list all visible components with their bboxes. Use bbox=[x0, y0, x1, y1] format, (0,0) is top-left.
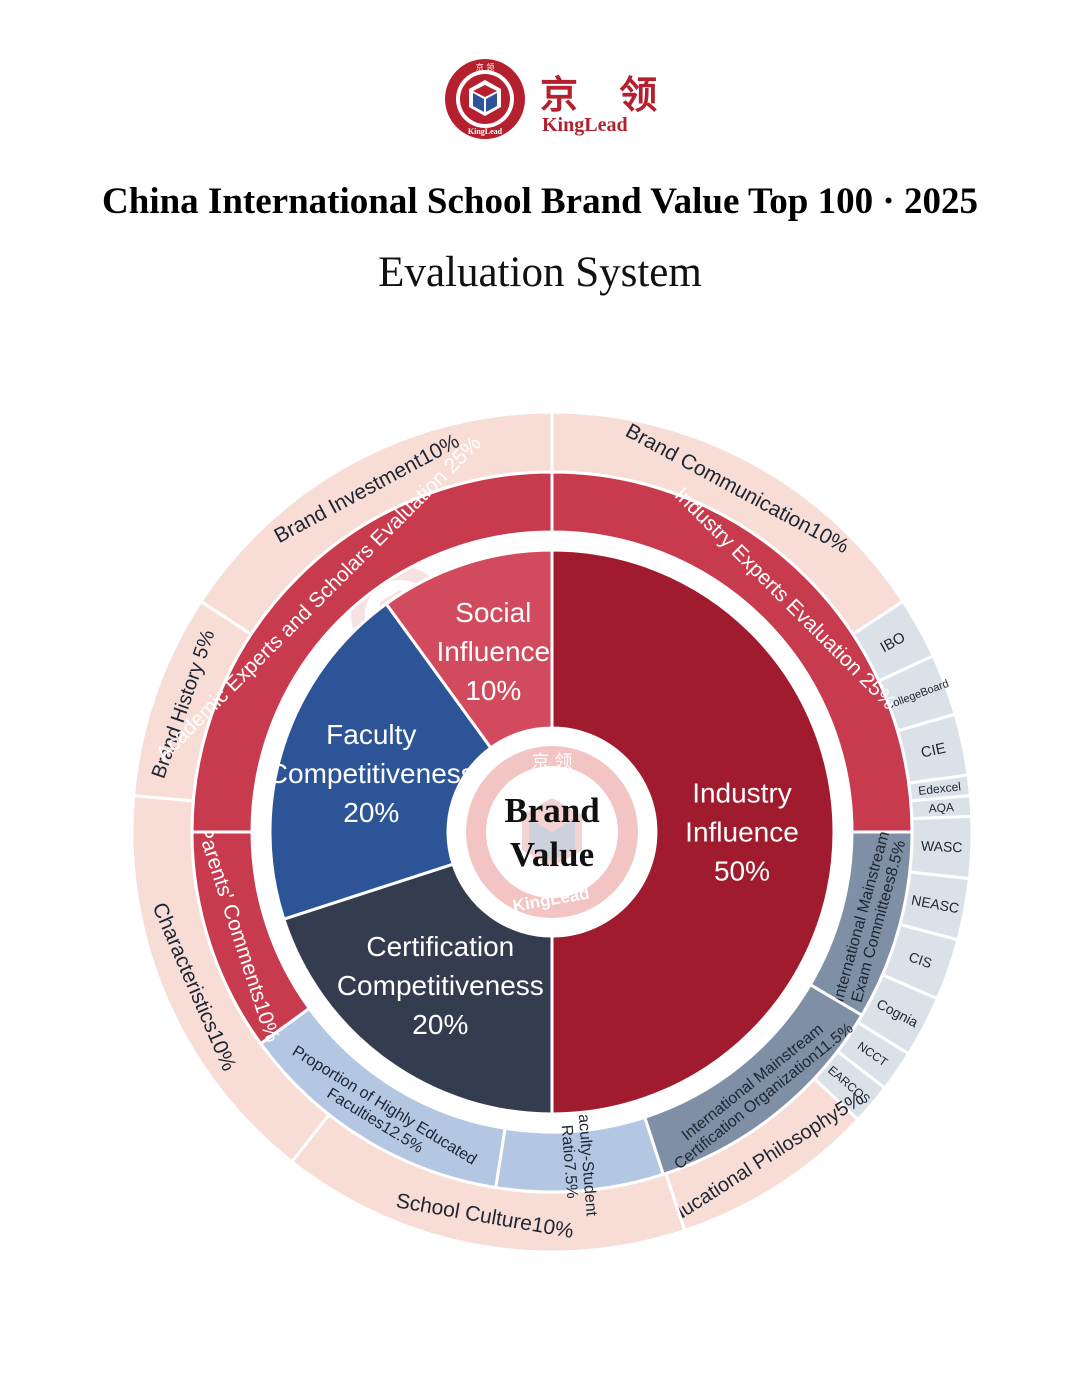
outer-slice-wasc-label: WASC bbox=[921, 838, 963, 856]
kinglead-logo: 京 领 KingLead bbox=[445, 59, 525, 139]
center-label-line-1: Brand bbox=[504, 791, 600, 830]
logo-text-top: 京 领 bbox=[476, 62, 495, 72]
inner-slice-certification bbox=[281, 862, 554, 1116]
center-cube bbox=[529, 819, 575, 861]
inner-slice-certification-label-line-2: Competitiveness bbox=[337, 970, 544, 1001]
logo-text-bottom: KingLead bbox=[468, 127, 503, 136]
outer-slice-edexcel-label: Edexcel bbox=[918, 779, 962, 798]
middle-slice-faculty-student-ratio7-5-label-line-2: Ratio7.5% bbox=[558, 1124, 581, 1199]
inner-slice-industry-label-line-2: Influence bbox=[685, 817, 799, 848]
outer-slice-cie-label: CIE bbox=[919, 740, 947, 762]
inner-slice-faculty bbox=[268, 601, 493, 922]
outer-slice-cis-label: CIS bbox=[907, 948, 934, 971]
inner-slice-social-label-line-3: 10% bbox=[465, 675, 521, 706]
center-label-line-2: Value bbox=[510, 835, 594, 874]
inner-slice-faculty-label-line-1: Faculty bbox=[326, 719, 416, 750]
inner-slice-industry-label-line-3: 50% bbox=[714, 856, 770, 887]
inner-slice-faculty-label-line-3: 20% bbox=[343, 797, 399, 828]
center-watermark-top: 京 领 bbox=[531, 752, 572, 772]
page-title: China International School Brand Value T… bbox=[102, 181, 978, 222]
brand-name-cn: 京 领 bbox=[540, 73, 672, 117]
outer-slice-aqa-label: AQA bbox=[928, 800, 954, 816]
header: 京 领 KingLead 京 领 KingLead China Internat… bbox=[0, 0, 1080, 330]
inner-slice-certification-label-line-3: 20% bbox=[412, 1009, 468, 1040]
inner-slice-social-label-line-2: Influence bbox=[436, 636, 550, 667]
brand-name-en: KingLead bbox=[542, 114, 628, 136]
center-badge: 京 领 KingLead Brand Value bbox=[448, 728, 656, 936]
inner-ring: Industry Influence 50% Certification Competi… bbox=[268, 548, 836, 1116]
inner-slice-industry-label-line-1: Industry bbox=[692, 778, 792, 809]
inner-slice-certification-label-line-1: Certification bbox=[366, 931, 514, 962]
inner-slice-faculty-label-line-2: Competitiveness bbox=[268, 758, 475, 789]
inner-slice-social-label-line-1: Social bbox=[455, 597, 531, 628]
middle-slice-academic-experts-and-scholars-evaluation-25 bbox=[190, 470, 554, 834]
page-subtitle: Evaluation System bbox=[378, 249, 702, 296]
sunburst-chart: Brand Communication10%IBOCollegeBoardCIE… bbox=[130, 410, 974, 1254]
